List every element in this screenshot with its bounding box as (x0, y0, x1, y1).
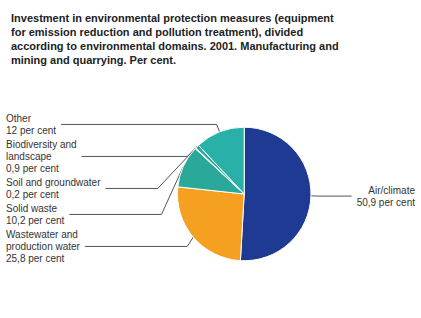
svg-text:0,2 per cent: 0,2 per cent (6, 189, 59, 200)
svg-text:50,9 per cent: 50,9 per cent (357, 197, 416, 208)
svg-text:12 per cent: 12 per cent (6, 125, 56, 136)
svg-text:25,8 per cent: 25,8 per cent (6, 253, 65, 264)
svg-text:Investment in environmental pr: Investment in environmental protection m… (11, 12, 334, 24)
svg-text:Other: Other (6, 113, 32, 124)
svg-text:0,9 per cent: 0,9 per cent (6, 163, 59, 174)
svg-text:production water: production water (6, 241, 81, 252)
svg-text:Solid waste: Solid waste (6, 203, 58, 214)
svg-text:for emission reduction and pol: for emission reduction and pollution tre… (11, 26, 303, 38)
svg-text:10,2 per cent: 10,2 per cent (6, 215, 65, 226)
svg-text:Soil and groundwater: Soil and groundwater (6, 177, 101, 188)
svg-text:mining and quarrying. Per cent: mining and quarrying. Per cent. (11, 54, 176, 66)
svg-text:Wastewater and: Wastewater and (6, 229, 78, 240)
svg-text:according to environmental dom: according to environmental domains. 2001… (11, 40, 339, 52)
svg-text:Biodiversity and: Biodiversity and (6, 139, 77, 150)
svg-text:Air/climate: Air/climate (368, 185, 415, 196)
svg-text:landscape: landscape (6, 151, 52, 162)
